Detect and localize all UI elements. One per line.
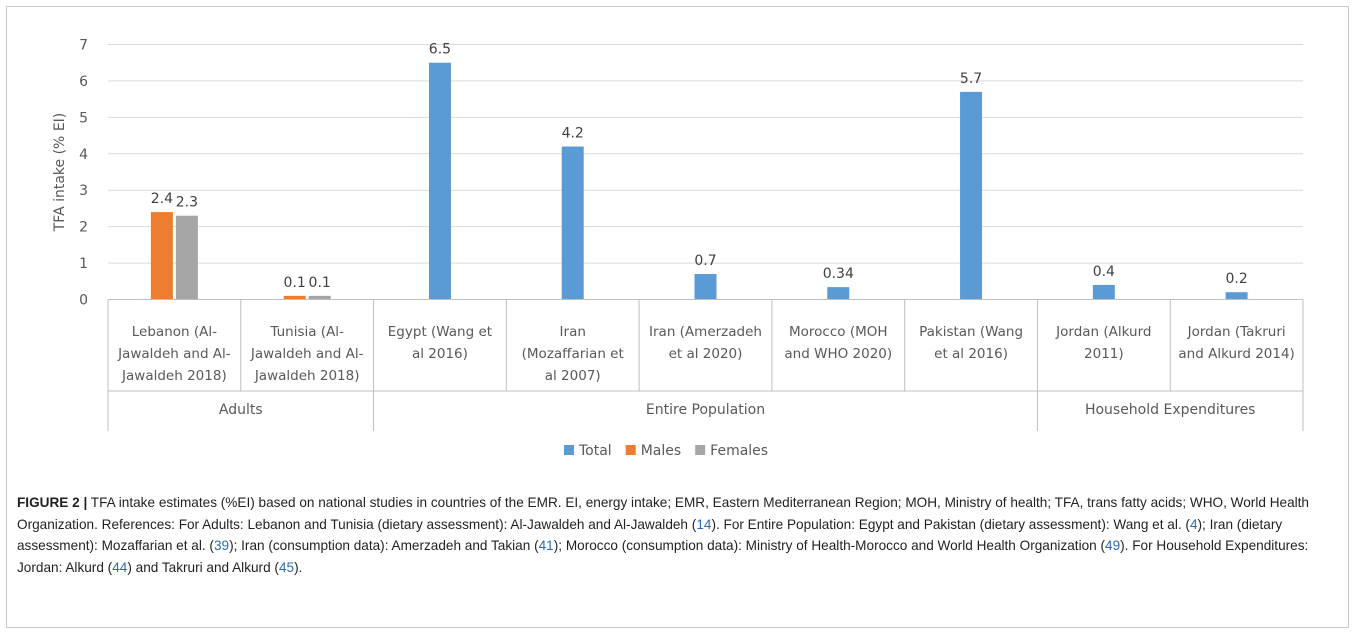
bar [283, 295, 306, 300]
x-category-label: Jawaldeh and Al- [117, 346, 231, 362]
x-category-label: al 2016) [412, 346, 468, 362]
x-category-label: Jordan (Alkurd [1055, 324, 1151, 340]
reference-link[interactable]: 39 [213, 538, 230, 553]
x-category-label: Lebanon (Al- [132, 324, 217, 340]
bar [1225, 292, 1248, 300]
y-tick-label: 1 [79, 256, 88, 272]
y-tick-label: 6 [79, 74, 88, 90]
group-label: Household Expenditures [1085, 402, 1256, 418]
data-label: 5.7 [960, 71, 982, 87]
x-category-label: Jawaldeh 2018) [121, 368, 227, 384]
data-label: 0.34 [823, 266, 854, 282]
legend-swatch [695, 445, 706, 455]
caption-text: ); Morocco (consumption data): Ministry … [553, 538, 1106, 553]
x-category-label: Jawaldeh 2018) [254, 368, 360, 384]
data-label: 4.2 [562, 126, 584, 142]
bar [150, 212, 173, 300]
x-category-label: and Alkurd 2014) [1178, 346, 1294, 362]
reference-link[interactable]: 44 [112, 559, 128, 575]
y-tick-label: 7 [79, 38, 88, 54]
group-label: Adults [219, 402, 263, 418]
x-category-label: et al 2020) [669, 346, 743, 362]
data-label: 6.5 [429, 42, 451, 58]
data-label: 2.4 [151, 191, 173, 207]
x-category-label: (Mozaffarian et [522, 346, 624, 362]
reference-link[interactable]: 14 [696, 516, 712, 532]
figure-caption: FIGURE 2 | TFA intake estimates (%EI) ba… [17, 492, 1342, 578]
x-category-label: and WHO 2020) [784, 346, 892, 362]
reference-link[interactable]: 49 [1105, 538, 1121, 553]
bar [1092, 284, 1115, 300]
bar [175, 215, 198, 300]
x-category-label: Jordan (Takruri [1187, 324, 1286, 340]
y-tick-label: 0 [79, 293, 88, 309]
data-label: 0.1 [309, 275, 331, 291]
x-category-label: Morocco (MOH [789, 324, 888, 340]
x-category-label: Iran [560, 324, 586, 340]
x-category-label: Egypt (Wang et [388, 324, 492, 340]
bar [308, 295, 331, 300]
y-tick-label: 2 [79, 220, 88, 236]
reference-link[interactable]: 45 [278, 559, 295, 575]
bar [960, 91, 983, 300]
caption-text: ) and Takruri and Alkurd ( [127, 559, 279, 575]
x-category-label: Iran (Amerzadeh [649, 324, 762, 340]
data-label: 0.4 [1093, 264, 1115, 280]
x-category-label: Tunisia (Al- [269, 324, 344, 340]
data-label: 0.1 [284, 275, 306, 291]
caption-text: ). For Entire Population: Egypt and Paki… [711, 516, 1190, 532]
data-label: 2.3 [176, 195, 198, 211]
reference-link[interactable]: 41 [538, 538, 554, 553]
x-category-label: al 2007) [545, 368, 601, 384]
bar [428, 62, 451, 300]
x-category-label: 2011) [1084, 346, 1124, 362]
caption-text: ). [294, 559, 303, 575]
legend-label: Females [710, 443, 768, 459]
group-label: Entire Population [646, 402, 765, 418]
legend-swatch [625, 445, 636, 455]
legend-swatch [564, 445, 574, 455]
x-category-label: et al 2016) [934, 346, 1008, 362]
figure-label: FIGURE 2 | [17, 495, 88, 510]
caption-text: ). For Household Expenditures: Jordan: A… [17, 538, 1309, 575]
reference-link[interactable]: 4 [1189, 516, 1198, 532]
legend-label: Males [641, 443, 681, 459]
y-tick-label: 3 [79, 183, 88, 199]
caption-text: TFA intake estimates (%EI) based on nati… [17, 495, 1309, 532]
caption-text: ); Iran (consumption data): Amerzadeh an… [229, 538, 539, 553]
y-tick-label: 5 [79, 110, 88, 126]
bar [827, 287, 850, 300]
bar [694, 274, 717, 300]
x-category-label: Pakistan (Wang [919, 324, 1023, 340]
bar-chart: 0 1 2 3 4 5 6 7 TFA intake (% EI) 6.5 4.2 0.7 0.34 5.… [52, 38, 1304, 459]
y-axis-label: TFA intake (% EI) [52, 113, 68, 233]
y-tick-label: 4 [79, 147, 88, 163]
caption-text: ); Iran (dietary assessment): Mozaffaria… [17, 516, 1283, 554]
figure-border [6, 6, 1349, 628]
data-label: 0.7 [694, 253, 716, 269]
x-category-label: Jawaldeh and Al- [250, 346, 364, 362]
bar [561, 146, 584, 300]
legend-label: Total [578, 443, 612, 459]
data-label: 0.2 [1225, 271, 1247, 287]
